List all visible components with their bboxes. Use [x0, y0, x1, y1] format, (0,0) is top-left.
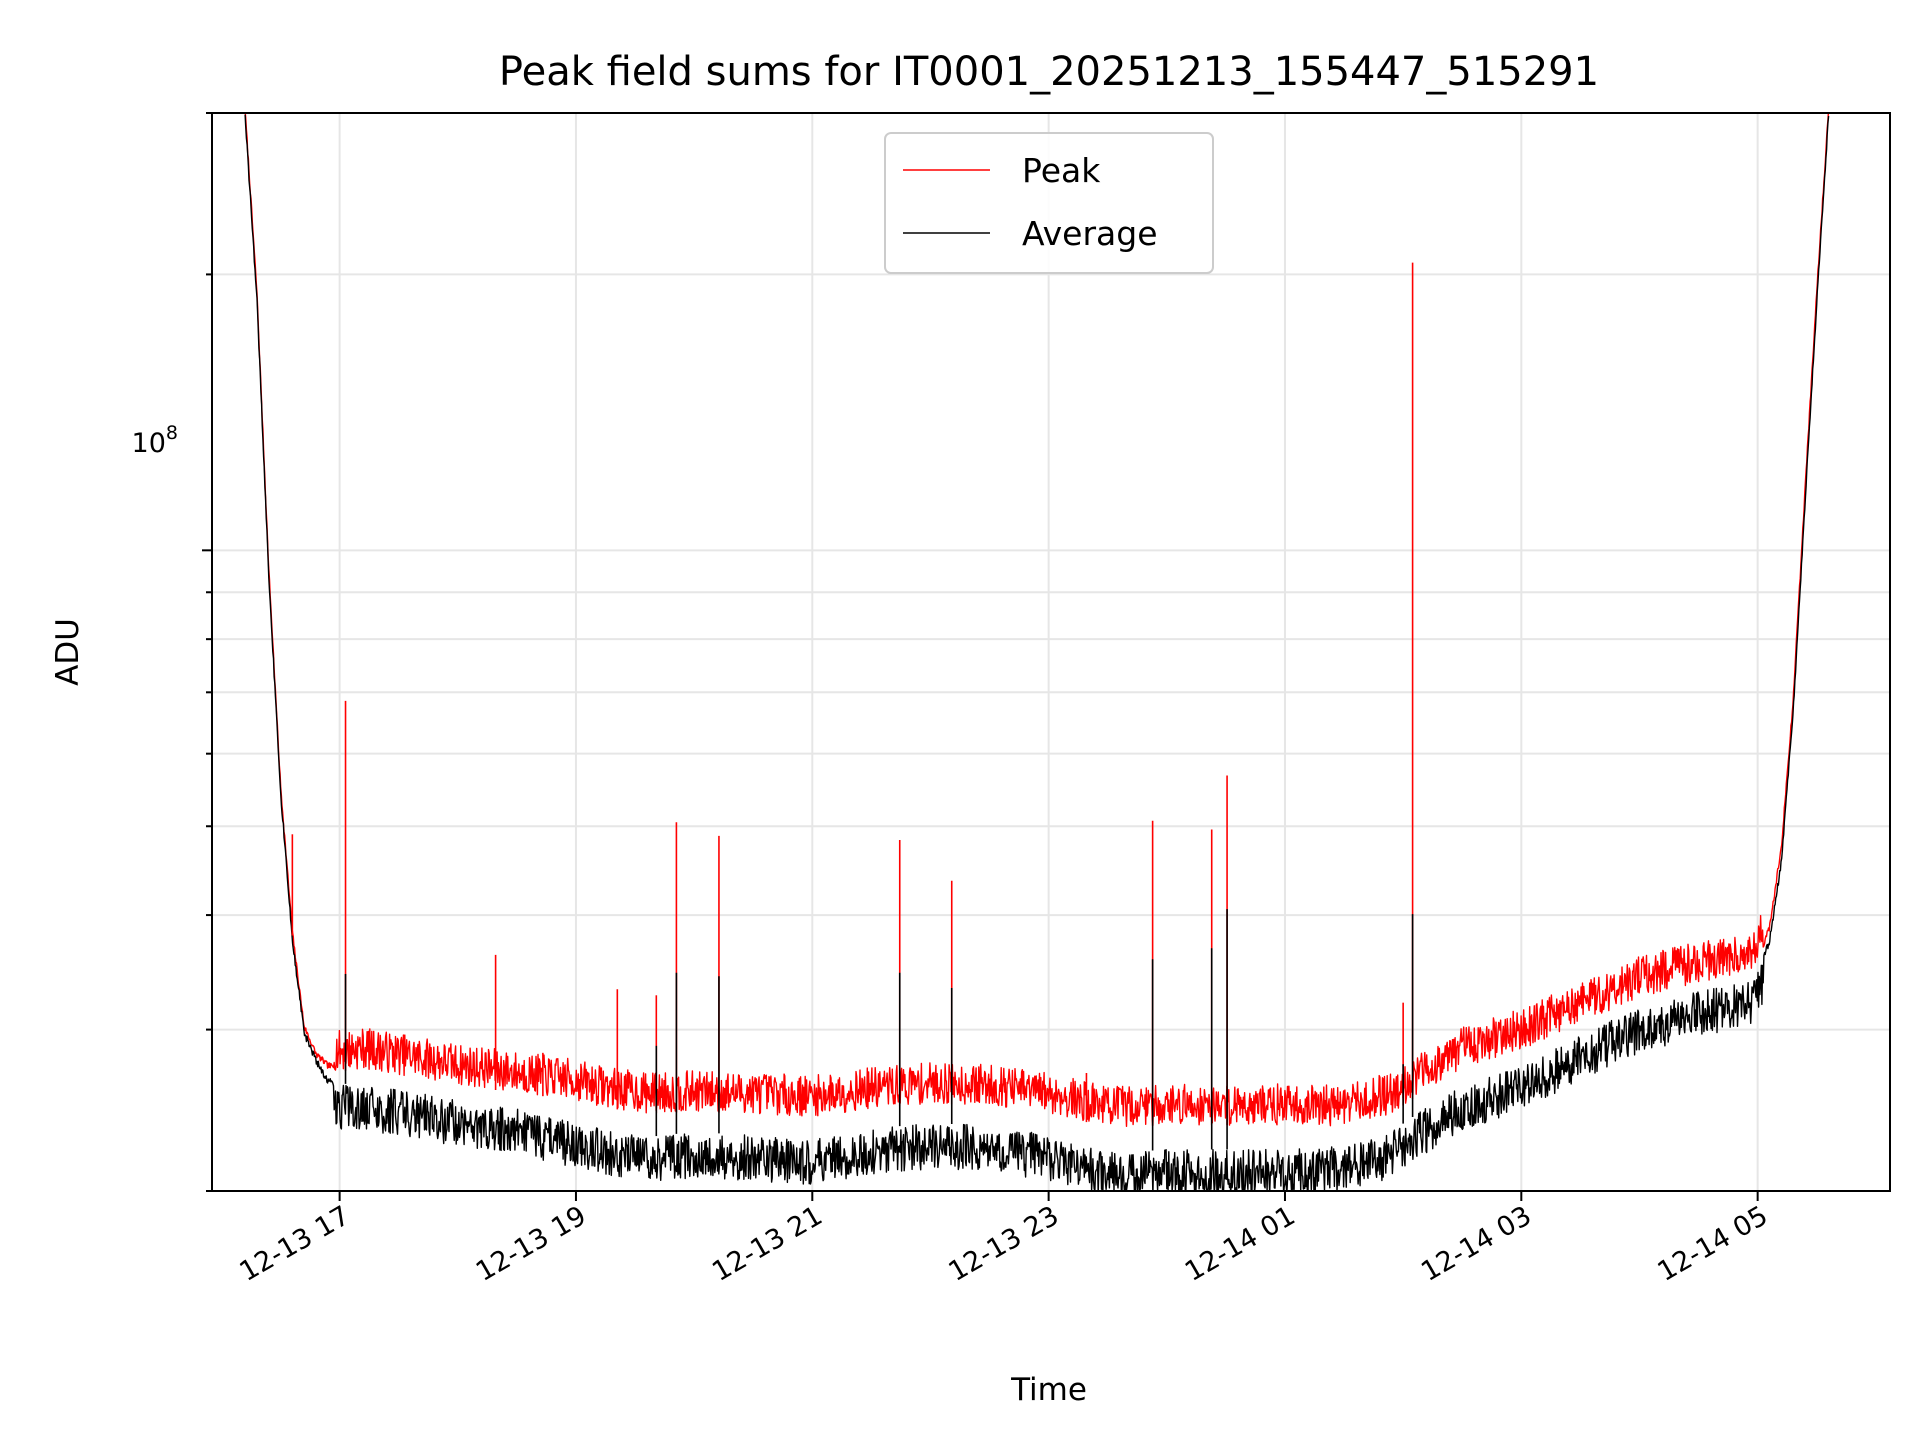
- y-axis-label: ADU: [50, 618, 86, 686]
- series-average-line: [244, 114, 1830, 1191]
- axes-frame: [211, 112, 1891, 1192]
- y-axis-ticks: [202, 112, 212, 1192]
- legend-box: [884, 132, 1214, 274]
- y-major-tick-label: 108: [132, 422, 178, 459]
- series-average-spikes: [344, 909, 1414, 1151]
- chart-title: Peak field sums for IT0001_20251213_1554…: [499, 49, 1599, 95]
- legend: Peak Average: [884, 132, 1214, 274]
- plot-area: [244, 113, 1830, 1191]
- x-axis-label: Time: [1010, 1372, 1087, 1408]
- y-major-tick-exponent: 8: [166, 422, 178, 444]
- legend-label-average: Average: [1022, 214, 1158, 253]
- legend-label-peak: Peak: [1022, 151, 1101, 190]
- series-peak-line: [244, 113, 1830, 1127]
